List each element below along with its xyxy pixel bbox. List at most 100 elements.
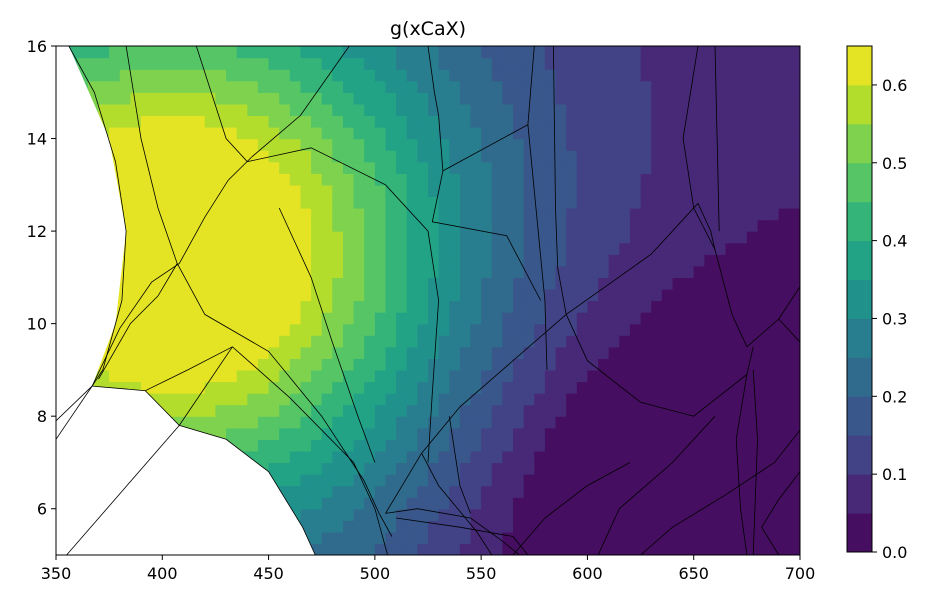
contour-cell (693, 288, 705, 302)
contour-cell (417, 265, 429, 278)
contour-cell (619, 138, 631, 151)
contour-cell (343, 439, 355, 452)
contour-cell (619, 404, 631, 417)
contour-cell (555, 393, 567, 406)
phase-boundary-line (91, 156, 252, 387)
contour-cell (119, 288, 131, 302)
contour-cell (268, 92, 280, 105)
contour-cell (417, 358, 429, 371)
contour-cell (172, 150, 185, 163)
contour-cell (257, 196, 270, 209)
contour-cell (683, 520, 695, 533)
contour-cell (438, 543, 450, 555)
contour-cell (566, 450, 578, 464)
contour-cell (651, 92, 663, 105)
contour-cell (778, 69, 790, 82)
contour-cell (789, 242, 800, 255)
contour-cell (555, 485, 567, 498)
contour-cell (279, 358, 291, 371)
contour-cell (247, 242, 259, 255)
contour-cell (300, 46, 312, 59)
contour-cell (279, 346, 291, 359)
contour-cell (715, 46, 727, 59)
contour-cell (693, 358, 705, 371)
contour-cell (704, 150, 716, 163)
contour-cell (757, 231, 769, 244)
colorbar-band (847, 357, 872, 397)
contour-cell (640, 242, 652, 255)
contour-cell (566, 543, 578, 555)
contour-cell (406, 161, 418, 174)
contour-cell (268, 138, 280, 151)
contour-cell (587, 543, 599, 555)
contour-cell (257, 265, 270, 278)
contour-cell (226, 80, 238, 93)
contour-cell (576, 300, 588, 313)
contour-cell (757, 369, 769, 383)
contour-cell (640, 404, 652, 417)
contour-cell (608, 242, 620, 255)
contour-cell (236, 103, 248, 116)
contour-cell (619, 439, 631, 452)
contour-cell (534, 312, 546, 325)
contour-cell (449, 161, 461, 174)
contour-cell (204, 231, 216, 244)
colorbar-tick-label: 0.0 (882, 543, 907, 562)
contour-cell (428, 254, 440, 267)
contour-cell (268, 427, 280, 440)
contour-cell (555, 543, 567, 555)
contour-cell (757, 103, 769, 116)
contour-cell (566, 115, 578, 128)
contour-cell (194, 242, 206, 255)
contour-cell (364, 138, 376, 151)
contour-cell (428, 543, 440, 555)
contour-cell (555, 80, 567, 93)
contour-cell (321, 219, 333, 232)
contour-cell (449, 474, 461, 487)
contour-cell (311, 173, 323, 186)
contour-cell (459, 393, 472, 406)
contour-cell (343, 173, 355, 186)
contour-cell (109, 346, 121, 359)
contour-cell (481, 485, 493, 498)
contour-cell (683, 381, 695, 394)
contour-cell (332, 242, 344, 255)
contour-cell (513, 208, 525, 221)
contour-cell (257, 346, 270, 359)
phase-boundary-line (251, 46, 350, 158)
contour-cell (385, 138, 397, 151)
contour-cell (353, 92, 365, 105)
contour-cell (513, 485, 525, 498)
contour-cell (141, 265, 153, 278)
contour-cell (746, 115, 759, 128)
contour-cell (481, 369, 493, 383)
contour-cell (130, 381, 142, 394)
contour-cell (321, 173, 333, 186)
contour-cell (353, 381, 365, 394)
contour-cell (481, 184, 493, 197)
contour-cell (693, 173, 705, 186)
contour-cell (236, 254, 248, 267)
contour-cell (544, 92, 557, 105)
contour-cell (608, 439, 620, 452)
contour-cell (321, 543, 333, 555)
contour-cell (459, 92, 472, 105)
contour-cell (619, 531, 631, 545)
contour-cell (619, 369, 631, 383)
contour-cell (236, 127, 248, 140)
contour-cell (300, 346, 312, 359)
contour-cell (247, 265, 259, 278)
contour-cell (204, 69, 216, 82)
contour-cell (598, 427, 610, 440)
contour-cell (204, 150, 216, 163)
contour-cell (693, 531, 705, 545)
contour-cell (544, 323, 557, 336)
contour-cell (725, 369, 737, 383)
contour-cell (428, 404, 440, 417)
contour-cell (619, 450, 631, 464)
contour-cell (715, 404, 727, 417)
contour-cell (321, 161, 333, 174)
contour-cell (268, 115, 280, 128)
contour-cell (98, 46, 110, 59)
contour-cell (683, 543, 695, 555)
